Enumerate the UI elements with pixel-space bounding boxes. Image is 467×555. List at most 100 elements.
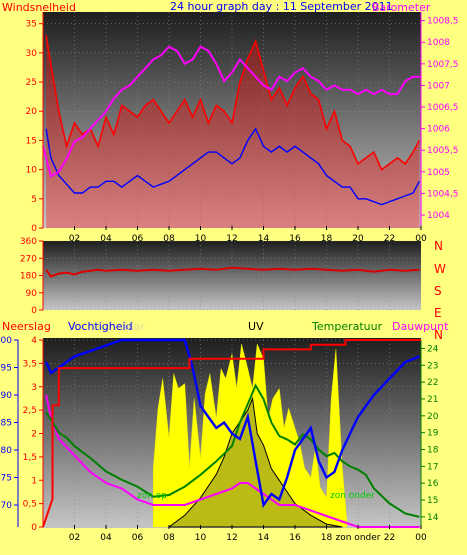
wind-y-tick-label: 15 [26, 136, 37, 146]
wind-gust-line [45, 35, 421, 171]
compass-label-n-top: N [434, 239, 443, 253]
wind-y-tick-label: 5 [31, 195, 37, 205]
wind-x-tick-label: 20 [352, 234, 364, 244]
barometer-y-tick-label: 1005 [427, 168, 450, 178]
wind-gust-area [46, 35, 420, 229]
rain-y-tick-label: 0 [31, 523, 37, 533]
direction-y-tick-label: 360 [20, 237, 37, 247]
temperature-y-tick-label: 19 [427, 429, 439, 439]
temperature-y-tick-label: 14 [427, 513, 439, 523]
wind-y-tick-label: 10 [26, 166, 38, 176]
compass-label-n-bottom: N [434, 328, 443, 342]
temperature-line [45, 383, 420, 518]
temperature-y-tick-label: 15 [427, 496, 438, 506]
wind-x-tick-label: 08 [163, 234, 175, 244]
barometer-y-tick-label: 1004 [427, 211, 450, 221]
weather-x-tick-label: 16 [289, 533, 301, 543]
humidity-y-tick-label: 95 [1, 364, 12, 374]
barometer-y-tick-label: 1006 [427, 125, 450, 135]
rain-y-tick-label: 3 [31, 383, 37, 393]
weather-x-tick-label: 10 [195, 533, 207, 543]
solar-label: olar [124, 320, 146, 333]
weather-x-tick-label: 06 [132, 533, 144, 543]
weather-x-tick-label: 22 [384, 533, 395, 543]
barometer-y-tick-label: 1008 [427, 38, 450, 48]
rain-y-tick-label: 1,5 [23, 453, 37, 463]
wind-y-tick-label: 30 [26, 49, 38, 59]
barometer-y-tick-label: 1008,5 [427, 17, 459, 27]
humidity-line [45, 338, 420, 509]
weather-x-tick-label: 00 [415, 533, 427, 543]
compass-label-s: S [434, 284, 442, 298]
rain-y-tick-label: 1 [31, 476, 37, 486]
temperature-y-tick-label: 23 [427, 361, 438, 371]
direction-y-tick-label: 270 [20, 254, 37, 264]
direction-y-tick-label: 0 [31, 306, 37, 316]
wind-x-tick-label: 16 [289, 234, 301, 244]
wind-y-tick-label: 25 [26, 78, 37, 88]
humidity-y-tick-label: 75 [1, 474, 12, 484]
temperature-label: Temperatuur [311, 320, 383, 333]
rain-y-tick-label: 4 [31, 336, 37, 346]
weather-x-tick-label: 18 [321, 533, 333, 543]
wind-direction-line [45, 266, 420, 278]
temperature-y-tick-label: 22 [427, 378, 438, 388]
barometer-y-tick-label: 1007,5 [427, 60, 459, 70]
wind-x-tick-label: 10 [195, 234, 207, 244]
dewpoint-label: Dauwpunt [392, 320, 449, 333]
temperature-y-tick-label: 18 [427, 446, 439, 456]
barometer-line [42, 45, 421, 178]
wind-x-tick-label: 12 [226, 234, 237, 244]
barometer-label: Barometer [372, 1, 431, 14]
direction-y-tick-label: 90 [26, 289, 38, 299]
compass-label-e: E [434, 306, 442, 320]
compass-label-w: W [434, 262, 446, 276]
rain-y-tick-label: 2 [31, 430, 37, 440]
barometer-y-tick-label: 1005,5 [427, 146, 459, 156]
rain-y-tick-label: 2,5 [23, 406, 37, 416]
page-title: 24 hour graph day : 11 September 2011 [170, 0, 393, 13]
wind-x-tick-label: 02 [69, 234, 80, 244]
direction-y-tick-label: 180 [20, 272, 37, 282]
temperature-y-tick-label: 16 [427, 479, 439, 489]
humidity-y-tick-label: 70 [1, 501, 13, 511]
wind-x-tick-label: 14 [258, 234, 270, 244]
rain-label: Neerslag [2, 320, 51, 333]
sunrise-label: zon op [137, 491, 167, 501]
wind-x-tick-label: 22 [384, 234, 395, 244]
direction-panel-background [43, 241, 421, 310]
weather-x-tick-label: zon onder [336, 533, 381, 543]
wind-average-line [45, 127, 421, 206]
uv-label: UV [248, 320, 264, 333]
rain-y-tick-label: 3,5 [23, 359, 37, 369]
humidity-y-tick-label: 100 [0, 336, 12, 346]
weather-x-tick-label: 12 [226, 533, 237, 543]
wind-x-tick-label: 00 [415, 234, 427, 244]
wind-y-tick-label: 0 [31, 224, 37, 234]
dewpoint-line [45, 394, 420, 528]
grid-layer [43, 12, 421, 528]
humidity-y-tick-label: 80 [1, 446, 13, 456]
wind-x-tick-label: 18 [321, 234, 333, 244]
humidity-y-tick-label: 90 [1, 391, 13, 401]
weather-x-tick-label: 14 [258, 533, 270, 543]
weather-x-tick-label: 02 [69, 533, 80, 543]
wind-x-tick-label: 04 [100, 234, 112, 244]
rain-line [42, 339, 421, 528]
barometer-y-tick-label: 1006,5 [427, 103, 459, 113]
humidity-label: Vochtigheid [68, 320, 133, 333]
wind-y-tick-label: 20 [26, 107, 38, 117]
weather-x-tick-label: 04 [100, 533, 112, 543]
temperature-y-tick-label: 24 [427, 344, 439, 354]
weather-x-tick-label: 08 [163, 533, 175, 543]
wind-y-tick-label: 35 [26, 20, 37, 30]
wind-x-tick-label: 06 [132, 234, 144, 244]
barometer-y-tick-label: 1004,5 [427, 189, 459, 199]
barometer-y-tick-label: 1007 [427, 81, 450, 91]
rain-y-tick-label: 0,5 [23, 500, 37, 510]
wind-speed-label: Windsnelheid [2, 1, 76, 14]
humidity-y-tick-label: 85 [1, 419, 12, 429]
temperature-y-tick-label: 20 [427, 412, 439, 422]
